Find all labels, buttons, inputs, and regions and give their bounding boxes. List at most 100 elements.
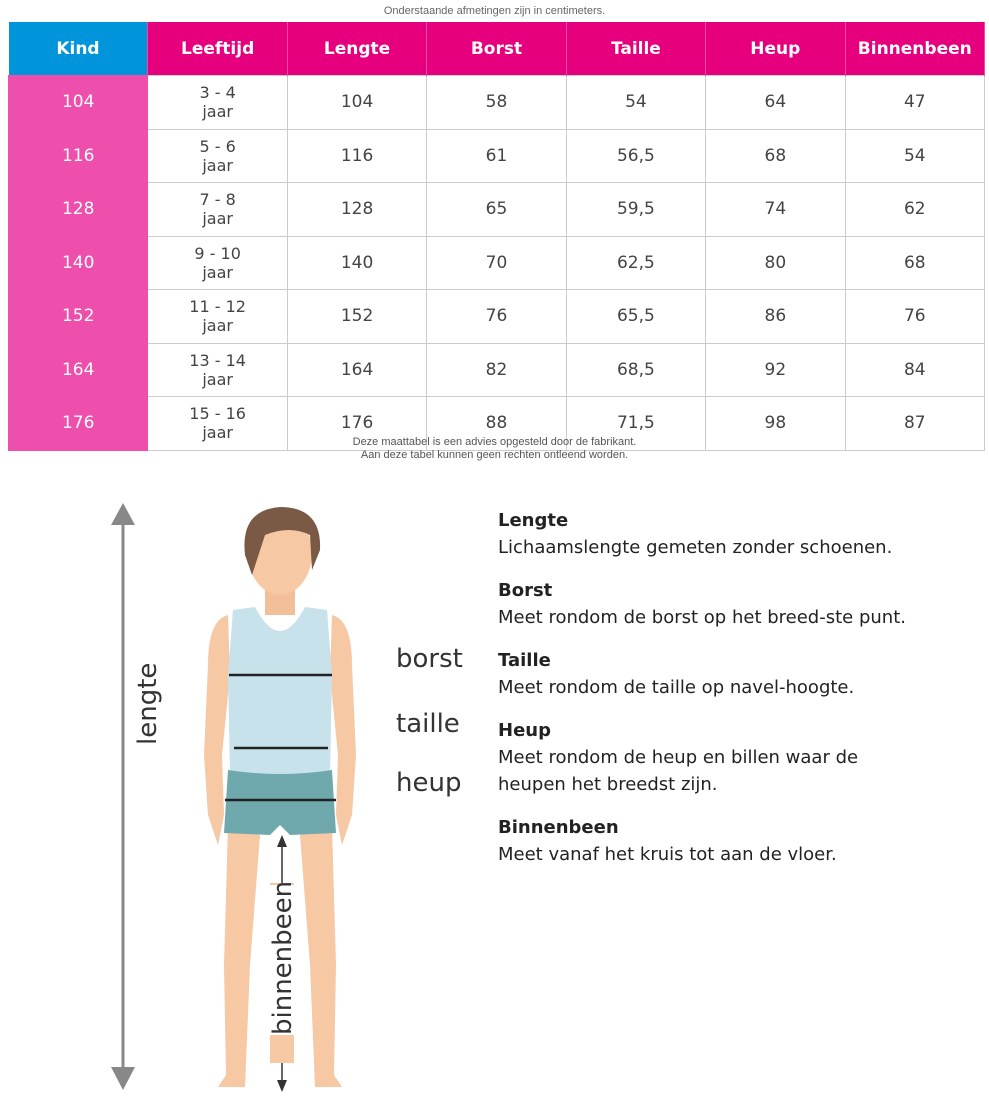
desc-heup: Heup Meet rondom de heup en billen waar d…	[498, 718, 918, 798]
cell-hip-text: 80	[764, 252, 787, 273]
cell-length: 116	[286, 128, 428, 183]
cell-inseam-text: 87	[903, 413, 926, 434]
cell-inseam: 62	[844, 182, 986, 237]
cell-chest-text: 82	[485, 359, 508, 380]
desc-lengte: Lengte Lichaamslengte gemeten zonder scho…	[498, 508, 918, 561]
cell-chest-text: 58	[485, 92, 508, 113]
desc-title: Binnenbeen	[498, 817, 619, 838]
size-table: Kind Leeftijd Lengte Borst Taille Heup B…	[7, 22, 986, 451]
header-length: Lengte	[287, 22, 428, 76]
cell-hip-text: 64	[764, 92, 787, 113]
cell-length: 128	[286, 182, 428, 237]
desc-text: Meet vanaf het kruis tot aan de vloer.	[498, 844, 837, 865]
cell-inseam-text: 47	[903, 92, 926, 113]
cell-kind: 152	[7, 289, 149, 344]
cell-waist-text: 54	[625, 92, 647, 113]
cell-kind-text: 164	[61, 359, 95, 380]
cell-age-text: jaar	[202, 102, 233, 122]
cell-chest-text: 70	[485, 252, 508, 273]
cell-inseam-text: 62	[903, 199, 926, 220]
cell-length: 176	[286, 396, 428, 451]
cell-inseam-text: 68	[903, 252, 926, 273]
cell-age-text: jaar	[202, 262, 233, 282]
cell-length-text: 140	[340, 252, 374, 273]
header-inseam: Binnenbeen	[845, 22, 986, 76]
header-chest: Borst	[426, 22, 567, 76]
cell-chest: 88	[426, 396, 567, 451]
cell-length: 140	[286, 235, 428, 290]
cell-waist: 62,5	[565, 235, 707, 290]
cell-length-text: 104	[340, 92, 374, 113]
cell-chest: 82	[426, 342, 567, 397]
desc-text: Meet rondom de borst op het breed-ste pu…	[498, 607, 906, 628]
cell-inseam: 84	[844, 342, 986, 397]
label-binnenbeen: binnenbeen	[268, 880, 298, 1035]
disclaimer-line: Aan deze tabel kunnen geen rechten ontle…	[360, 449, 629, 461]
cell-chest: 58	[426, 75, 567, 130]
cell-length-text: 128	[340, 199, 374, 220]
cell-age-text: 11 - 12	[189, 297, 246, 317]
cell-chest: 76	[426, 289, 567, 344]
cell-hip-text: 68	[764, 145, 787, 166]
cell-age: 3 - 4 jaar	[147, 75, 288, 130]
desc-title: Borst	[498, 580, 553, 601]
cell-kind-text: 104	[61, 92, 95, 113]
cell-age: 5 - 6 jaar	[147, 128, 288, 183]
cell-length-text: 176	[340, 413, 374, 434]
cell-waist: 71,5	[565, 396, 707, 451]
desc-text: Lichaamslengte gemeten zonder schoenen.	[498, 537, 893, 558]
cell-hip: 74	[705, 182, 846, 237]
table-row: 140 9 - 10 jaar 140 70 62,5 80 68	[7, 235, 986, 290]
cell-length: 164	[286, 342, 428, 397]
cell-age-text: jaar	[202, 316, 233, 336]
cell-inseam-text: 76	[903, 306, 926, 327]
cell-waist-text: 62,5	[616, 252, 655, 273]
table-row: 104 3 - 4 jaar 104 58 54 64 47	[7, 75, 986, 130]
cell-age-text: 3 - 4	[199, 83, 236, 103]
cell-waist: 54	[565, 75, 707, 130]
cell-age: 9 - 10 jaar	[147, 235, 288, 290]
cell-age: 15 - 16 jaar	[147, 396, 288, 451]
units-note: Onderstaande afmetingen zijn in centimet…	[383, 5, 606, 17]
desc-text: Meet rondom de taille op navel-hoogte.	[498, 677, 855, 698]
cell-length-text: 152	[340, 306, 374, 327]
disclaimer: Deze maattabel is een advies opgesteld d…	[0, 436, 989, 462]
desc-borst: Borst Meet rondom de borst op het breed-s…	[498, 578, 918, 631]
header-hip: Heup	[705, 22, 846, 76]
cell-chest: 61	[426, 128, 567, 183]
disclaimer-line: Deze maattabel is een advies opgesteld d…	[352, 436, 637, 448]
header-age: Leeftijd	[147, 22, 288, 76]
cell-waist: 68,5	[565, 342, 707, 397]
table-row: 176 15 - 16 jaar 176 88 71,5 98 87	[7, 396, 986, 451]
cell-age: 11 - 12 jaar	[147, 289, 288, 344]
cell-chest-text: 65	[485, 199, 508, 220]
label-borst: borst	[396, 644, 463, 674]
cell-kind: 176	[7, 396, 149, 451]
cell-waist: 56,5	[565, 128, 707, 183]
cell-waist: 65,5	[565, 289, 707, 344]
cell-waist: 59,5	[565, 182, 707, 237]
cell-waist-text: 65,5	[616, 306, 655, 327]
cell-hip: 64	[705, 75, 846, 130]
cell-chest: 65	[426, 182, 567, 237]
cell-inseam-text: 54	[903, 145, 926, 166]
cell-hip-text: 86	[764, 306, 787, 327]
cell-waist-text: 71,5	[616, 413, 655, 434]
cell-age: 13 - 14 jaar	[147, 342, 288, 397]
cell-chest-text: 76	[485, 306, 508, 327]
desc-taille: Taille Meet rondom de taille op navel-hoo…	[498, 648, 918, 701]
cell-hip: 80	[705, 235, 846, 290]
cell-kind-text: 176	[61, 413, 95, 434]
cell-kind: 164	[7, 342, 149, 397]
cell-inseam-text: 84	[903, 359, 926, 380]
cell-age-text: jaar	[202, 155, 233, 175]
cell-hip: 86	[705, 289, 846, 344]
cell-kind-text: 116	[61, 145, 95, 166]
cell-length-text: 164	[340, 359, 374, 380]
label-lengte: lengte	[133, 662, 163, 745]
cell-chest-text: 88	[485, 413, 508, 434]
body-icon	[204, 507, 356, 1087]
table-row: 116 5 - 6 jaar 116 61 56,5 68 54	[7, 128, 986, 183]
cell-waist-text: 68,5	[616, 359, 655, 380]
cell-inseam: 54	[844, 128, 986, 183]
